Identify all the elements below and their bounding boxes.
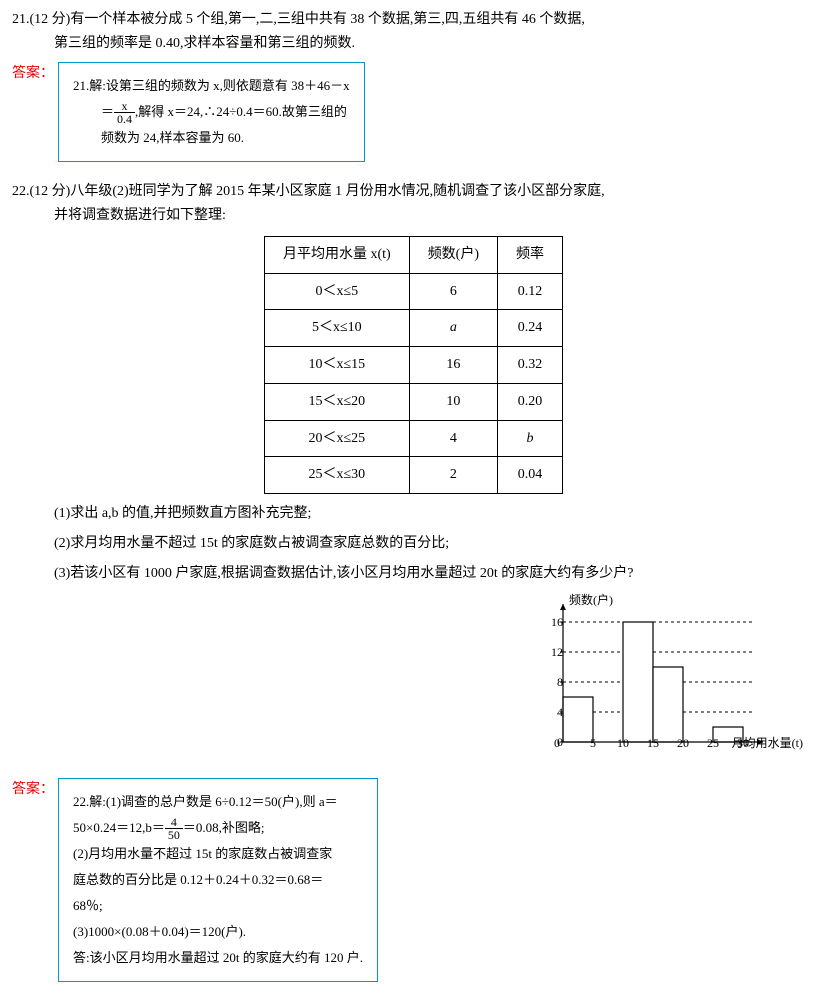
q21-line1: 有一个样本被分成 5 个组,第一,二,三组中共有 38 个数据,第三,四,五组共…: [70, 12, 585, 27]
td: 25＜x≤30: [264, 457, 409, 494]
td: 0.32: [498, 347, 563, 384]
td: 20＜x≤25: [264, 420, 409, 457]
q21-ans-l2a: ＝: [101, 104, 114, 119]
td: 4: [409, 420, 497, 457]
ans-text: 50×0.24＝12,b＝: [73, 820, 165, 835]
q21-ans-l2: ＝x0.4,解得 x＝24,∴24÷0.4＝60.故第三组的: [73, 99, 350, 126]
table-row: 15＜x≤20100.20: [264, 383, 562, 420]
table-row: 5＜x≤10a0.24: [264, 310, 562, 347]
answer-label: 答案：: [12, 62, 54, 86]
fraction: 450: [165, 816, 183, 841]
problem-21: 21.(12 分)有一个样本被分成 5 个组,第一,二,三组中共有 38 个数据…: [12, 8, 815, 162]
q21-text: 21.(12 分)有一个样本被分成 5 个组,第一,二,三组中共有 38 个数据…: [12, 8, 815, 32]
table-row: 0＜x≤560.12: [264, 273, 562, 310]
q21-answer-row: 答案： 21.解:设第三组的频数为 x,则依题意有 38＋46－x ＝x0.4,…: [12, 62, 815, 163]
td: 0.04: [498, 457, 563, 494]
data-table: 月平均用水量 x(t) 频数(户) 频率 0＜x≤560.12 5＜x≤10a0…: [264, 236, 563, 495]
table-row: 20＜x≤254b: [264, 420, 562, 457]
td: 2: [409, 457, 497, 494]
td: 5＜x≤10: [264, 310, 409, 347]
td: 10＜x≤15: [264, 347, 409, 384]
q22-sub1: (1)求出 a,b 的值,并把频数直方图补充完整;: [12, 502, 815, 526]
td: 0.12: [498, 273, 563, 310]
frac-den: 0.4: [114, 113, 135, 125]
fraction: x0.4: [114, 100, 135, 125]
ans-line: 68％;: [73, 893, 363, 919]
ans-line: (2)月均用水量不超过 15t 的家庭数占被调查家: [73, 841, 363, 867]
th: 月平均用水量 x(t): [264, 236, 409, 273]
th: 频数(户): [409, 236, 497, 273]
td: 16: [409, 347, 497, 384]
th: 频率: [498, 236, 563, 273]
q21-ans-l2b: ,解得 x＝24,∴24÷0.4＝60.故第三组的: [135, 104, 347, 119]
frac-den: 50: [165, 829, 183, 841]
q22-answer-row: 答案： 22.解:(1)调查的总户数是 6÷0.12＝50(户),则 a＝ 50…: [12, 778, 815, 983]
ans-line: 答:该小区月均用水量超过 20t 的家庭大约有 120 户.: [73, 945, 363, 971]
table-row: 25＜x≤3020.04: [264, 457, 562, 494]
table-row: 10＜x≤15160.32: [264, 347, 562, 384]
td: b: [498, 420, 563, 457]
td: 10: [409, 383, 497, 420]
q22-sub2: (2)求月均用水量不超过 15t 的家庭数占被调查家庭总数的百分比;: [12, 532, 815, 556]
q22-text: 22.(12 分)八年级(2)班同学为了解 2015 年某小区家庭 1 月份用水…: [12, 180, 815, 204]
q22-line2: 并将调查数据进行如下整理:: [12, 204, 815, 228]
histogram-chart: 频数(户) 月均用水量(t) 0481216510152025300: [515, 592, 795, 772]
answer-label: 答案：: [12, 778, 54, 802]
q22-points: (12 分): [30, 184, 71, 199]
td: 0＜x≤5: [264, 273, 409, 310]
q21-ans-l1: 21.解:设第三组的频数为 x,则依题意有 38＋46－x: [73, 73, 350, 99]
ans-line: (3)1000×(0.08＋0.04)＝120(户).: [73, 919, 363, 945]
problem-22: 22.(12 分)八年级(2)班同学为了解 2015 年某小区家庭 1 月份用水…: [12, 180, 815, 982]
td: 6: [409, 273, 497, 310]
td: 0.20: [498, 383, 563, 420]
q21-answer-box: 21.解:设第三组的频数为 x,则依题意有 38＋46－x ＝x0.4,解得 x…: [58, 62, 365, 163]
table-header-row: 月平均用水量 x(t) 频数(户) 频率: [264, 236, 562, 273]
q22-sub3: (3)若该小区有 1000 户家庭,根据调查数据估计,该小区月均用水量超过 20…: [12, 562, 815, 586]
q21-points: (12 分): [30, 12, 71, 27]
ans-text: ＝0.08,补图略;: [183, 820, 265, 835]
q22-line1: 八年级(2)班同学为了解 2015 年某小区家庭 1 月份用水情况,随机调查了该…: [70, 184, 604, 199]
q22-answer-box: 22.解:(1)调查的总户数是 6÷0.12＝50(户),则 a＝ 50×0.2…: [58, 778, 378, 983]
ans-line: 22.解:(1)调查的总户数是 6÷0.12＝50(户),则 a＝: [73, 789, 363, 815]
ans-line: 庭总数的百分比是 0.12＋0.24＋0.32＝0.68＝: [73, 867, 363, 893]
q21-num: 21.: [12, 12, 30, 27]
td: 0.24: [498, 310, 563, 347]
q21-ans-l3: 频数为 24,样本容量为 60.: [73, 125, 350, 151]
td: a: [409, 310, 497, 347]
q21-line2: 第三组的频率是 0.40,求样本容量和第三组的频数.: [12, 32, 815, 56]
q22-num: 22.: [12, 184, 30, 199]
ans-line: 50×0.24＝12,b＝450＝0.08,补图略;: [73, 815, 363, 842]
td: 15＜x≤20: [264, 383, 409, 420]
